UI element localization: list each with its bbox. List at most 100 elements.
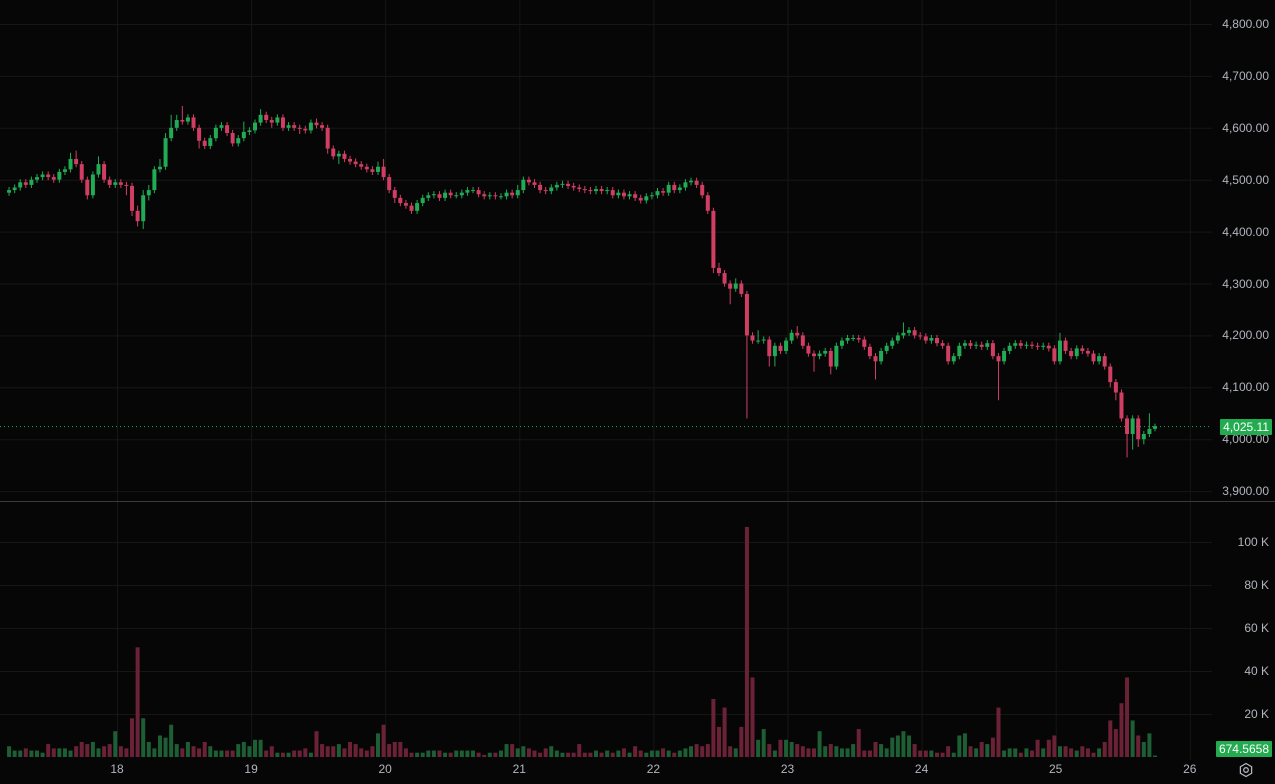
candle[interactable]	[1030, 341, 1035, 349]
candle[interactable]	[241, 121, 246, 142]
candle[interactable]	[359, 161, 364, 170]
candle[interactable]	[370, 166, 375, 176]
candle[interactable]	[113, 179, 118, 189]
candle[interactable]	[856, 334, 861, 343]
candle[interactable]	[599, 185, 604, 195]
candle[interactable]	[549, 184, 554, 195]
candle[interactable]	[1057, 332, 1062, 365]
candle[interactable]	[79, 161, 84, 183]
candle[interactable]	[990, 340, 995, 360]
candle[interactable]	[269, 116, 274, 128]
candle[interactable]	[554, 181, 559, 191]
candle[interactable]	[1035, 342, 1040, 350]
candle[interactable]	[918, 332, 923, 340]
candle[interactable]	[1091, 350, 1096, 365]
candle[interactable]	[398, 194, 403, 207]
candle[interactable]	[946, 342, 951, 365]
candle[interactable]	[476, 186, 481, 198]
candle[interactable]	[633, 191, 638, 201]
candle[interactable]	[375, 161, 380, 176]
candle[interactable]	[951, 353, 956, 365]
candle[interactable]	[146, 184, 151, 201]
volume-pane[interactable]	[7, 526, 1157, 757]
candle[interactable]	[280, 114, 285, 131]
candle[interactable]	[1125, 415, 1130, 458]
candle[interactable]	[560, 180, 565, 189]
candle[interactable]	[750, 332, 755, 344]
candle[interactable]	[426, 192, 431, 201]
candle[interactable]	[1069, 347, 1074, 360]
candle[interactable]	[974, 341, 979, 349]
candle[interactable]	[96, 156, 101, 178]
candle[interactable]	[711, 207, 716, 274]
candle[interactable]	[1080, 345, 1085, 355]
candle[interactable]	[420, 194, 425, 207]
candle[interactable]	[185, 114, 190, 125]
candle[interactable]	[694, 177, 699, 189]
candle[interactable]	[459, 189, 464, 199]
candle[interactable]	[616, 189, 621, 199]
candle[interactable]	[800, 332, 805, 349]
candle[interactable]	[571, 182, 576, 191]
candle[interactable]	[705, 192, 710, 214]
candle[interactable]	[297, 124, 302, 135]
candle[interactable]	[35, 173, 39, 183]
candle[interactable]	[733, 278, 738, 292]
candle[interactable]	[135, 205, 140, 227]
candle[interactable]	[761, 336, 766, 344]
candle[interactable]	[526, 176, 531, 186]
candle[interactable]	[957, 342, 962, 360]
candle[interactable]	[29, 176, 34, 189]
candle[interactable]	[879, 347, 884, 365]
candle[interactable]	[515, 184, 520, 199]
candle[interactable]	[728, 280, 733, 305]
candle[interactable]	[795, 326, 800, 339]
candle[interactable]	[784, 337, 789, 355]
candle[interactable]	[1153, 423, 1157, 432]
candle[interactable]	[493, 192, 498, 200]
candle[interactable]	[62, 166, 67, 176]
candle[interactable]	[566, 180, 571, 190]
candle[interactable]	[756, 330, 761, 344]
candle[interactable]	[772, 342, 777, 367]
candle[interactable]	[1024, 341, 1029, 349]
candle[interactable]	[649, 192, 654, 200]
candle[interactable]	[107, 176, 112, 189]
candle[interactable]	[968, 340, 973, 349]
candle[interactable]	[292, 122, 297, 131]
candle[interactable]	[700, 181, 705, 199]
candle[interactable]	[532, 179, 537, 189]
candle[interactable]	[907, 327, 912, 336]
candle[interactable]	[582, 185, 587, 194]
candle[interactable]	[1147, 413, 1152, 438]
candle[interactable]	[1136, 415, 1141, 447]
candle[interactable]	[655, 188, 660, 199]
candle[interactable]	[90, 171, 95, 199]
candle[interactable]	[538, 181, 543, 194]
candle[interactable]	[51, 173, 56, 183]
candle[interactable]	[817, 350, 822, 360]
candle[interactable]	[594, 185, 598, 195]
candle[interactable]	[1085, 347, 1090, 357]
candle[interactable]	[465, 186, 470, 196]
candle[interactable]	[828, 347, 833, 375]
candle[interactable]	[577, 184, 582, 193]
candle[interactable]	[275, 114, 280, 126]
candle[interactable]	[1041, 342, 1046, 350]
candle[interactable]	[169, 114, 174, 142]
candle[interactable]	[683, 179, 688, 191]
candle[interactable]	[381, 158, 386, 181]
candle[interactable]	[487, 192, 492, 200]
candle[interactable]	[1097, 353, 1102, 365]
candle[interactable]	[213, 124, 218, 142]
candle[interactable]	[739, 280, 744, 297]
candle[interactable]	[40, 171, 45, 181]
candle[interactable]	[890, 337, 895, 349]
candle[interactable]	[57, 168, 62, 183]
candle[interactable]	[1052, 345, 1057, 365]
candle[interactable]	[672, 181, 677, 194]
candle[interactable]	[627, 191, 632, 200]
candle[interactable]	[834, 342, 839, 370]
candle[interactable]	[74, 150, 79, 168]
candle[interactable]	[677, 184, 682, 194]
